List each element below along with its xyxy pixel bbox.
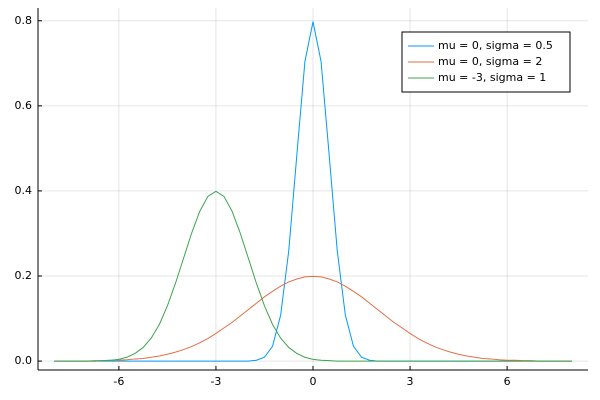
legend-label: mu = -3, sigma = 1 bbox=[438, 71, 546, 84]
legend-label: mu = 0, sigma = 2 bbox=[438, 55, 542, 68]
line bbox=[54, 190, 572, 362]
legend: mu = 0, sigma = 0.5 mu = 0, sigma = 2 mu =… bbox=[401, 31, 571, 93]
x-tick-label: 0 bbox=[310, 375, 317, 388]
y-tick-label: 0.4 bbox=[15, 184, 33, 197]
y-tick-label: 0.0 bbox=[15, 354, 33, 367]
y-tick-label: 0.8 bbox=[15, 14, 33, 27]
x-tick-label: -3 bbox=[210, 375, 221, 388]
line bbox=[54, 275, 572, 362]
x-tick-label: 3 bbox=[407, 375, 414, 388]
y-tick-label: 0.6 bbox=[15, 99, 33, 112]
legend-label: mu = 0, sigma = 0.5 bbox=[438, 39, 553, 52]
x-tick-label: 6 bbox=[504, 375, 511, 388]
y-tick-label: 0.2 bbox=[15, 269, 33, 282]
x-tick-label: -6 bbox=[113, 375, 124, 388]
